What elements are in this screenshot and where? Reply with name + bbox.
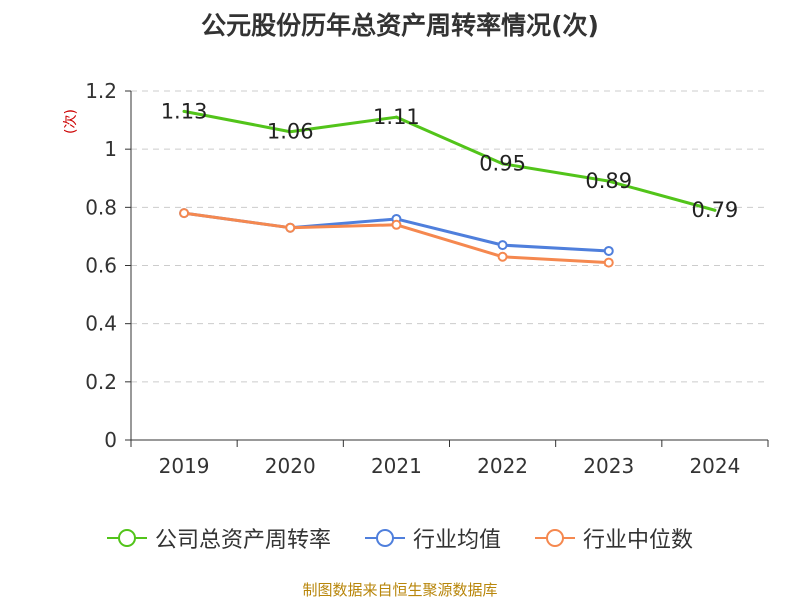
source-note: 制图数据来自恒生聚源数据库 <box>302 581 498 599</box>
data-label: 1.11 <box>373 105 420 129</box>
x-tick-label: 2022 <box>477 454 528 478</box>
data-label: 0.89 <box>585 169 632 193</box>
y-tick-label: 0.6 <box>85 254 117 278</box>
x-tick-label: 2024 <box>689 454 740 478</box>
x-tick-label: 2021 <box>371 454 422 478</box>
x-tick-label: 2019 <box>159 454 210 478</box>
legend-label: 公司总资产周转率 <box>154 528 331 553</box>
series-1-point <box>603 245 614 256</box>
legend-line-circle-icon <box>364 529 405 547</box>
series-0-point <box>501 162 505 166</box>
legend-item[interactable]: 公司总资产周转率 <box>106 522 331 554</box>
data-label: 0.95 <box>479 152 526 176</box>
y-tick-label: 0.8 <box>85 195 117 219</box>
legend-line-circle-icon <box>535 529 575 547</box>
series-2-point <box>603 257 614 268</box>
y-tick-label: 0.2 <box>85 370 117 394</box>
series-2-point <box>285 222 296 233</box>
series-0-point <box>607 179 611 183</box>
series-0-point <box>713 208 717 212</box>
y-tick-label: 1.2 <box>85 79 117 103</box>
series-line-0 <box>182 109 717 212</box>
legend-label: 行业均值 <box>412 528 501 553</box>
series-1-point <box>497 240 508 251</box>
legend: 公司总资产周转率 行业均值 行业中位数 <box>0 520 800 556</box>
x-tick-label: 2023 <box>583 454 634 478</box>
legend-item[interactable]: 行业中位数 <box>535 522 693 554</box>
legend-label: 行业中位数 <box>583 528 694 553</box>
chart-title: 公元股份历年总资产周转率情况(次) <box>201 11 599 40</box>
y-axis-label: (次) <box>63 109 79 134</box>
y-tick-label: 1 <box>104 137 117 161</box>
series-0-point <box>182 109 186 113</box>
legend-line-circle-icon <box>106 529 147 547</box>
series-2-point <box>391 219 402 230</box>
y-tick-label: 0 <box>104 428 117 452</box>
series-2-point <box>179 208 190 219</box>
series-0-point <box>394 115 398 119</box>
data-label: 1.06 <box>267 120 314 144</box>
data-label: 0.79 <box>692 198 739 222</box>
x-tick-label: 2020 <box>265 454 316 478</box>
legend-item[interactable]: 行业均值 <box>364 522 501 554</box>
series-2-point <box>497 251 508 262</box>
y-tick-label: 0.4 <box>85 312 117 336</box>
data-label: 1.13 <box>161 99 208 123</box>
series-0-point <box>288 130 292 134</box>
